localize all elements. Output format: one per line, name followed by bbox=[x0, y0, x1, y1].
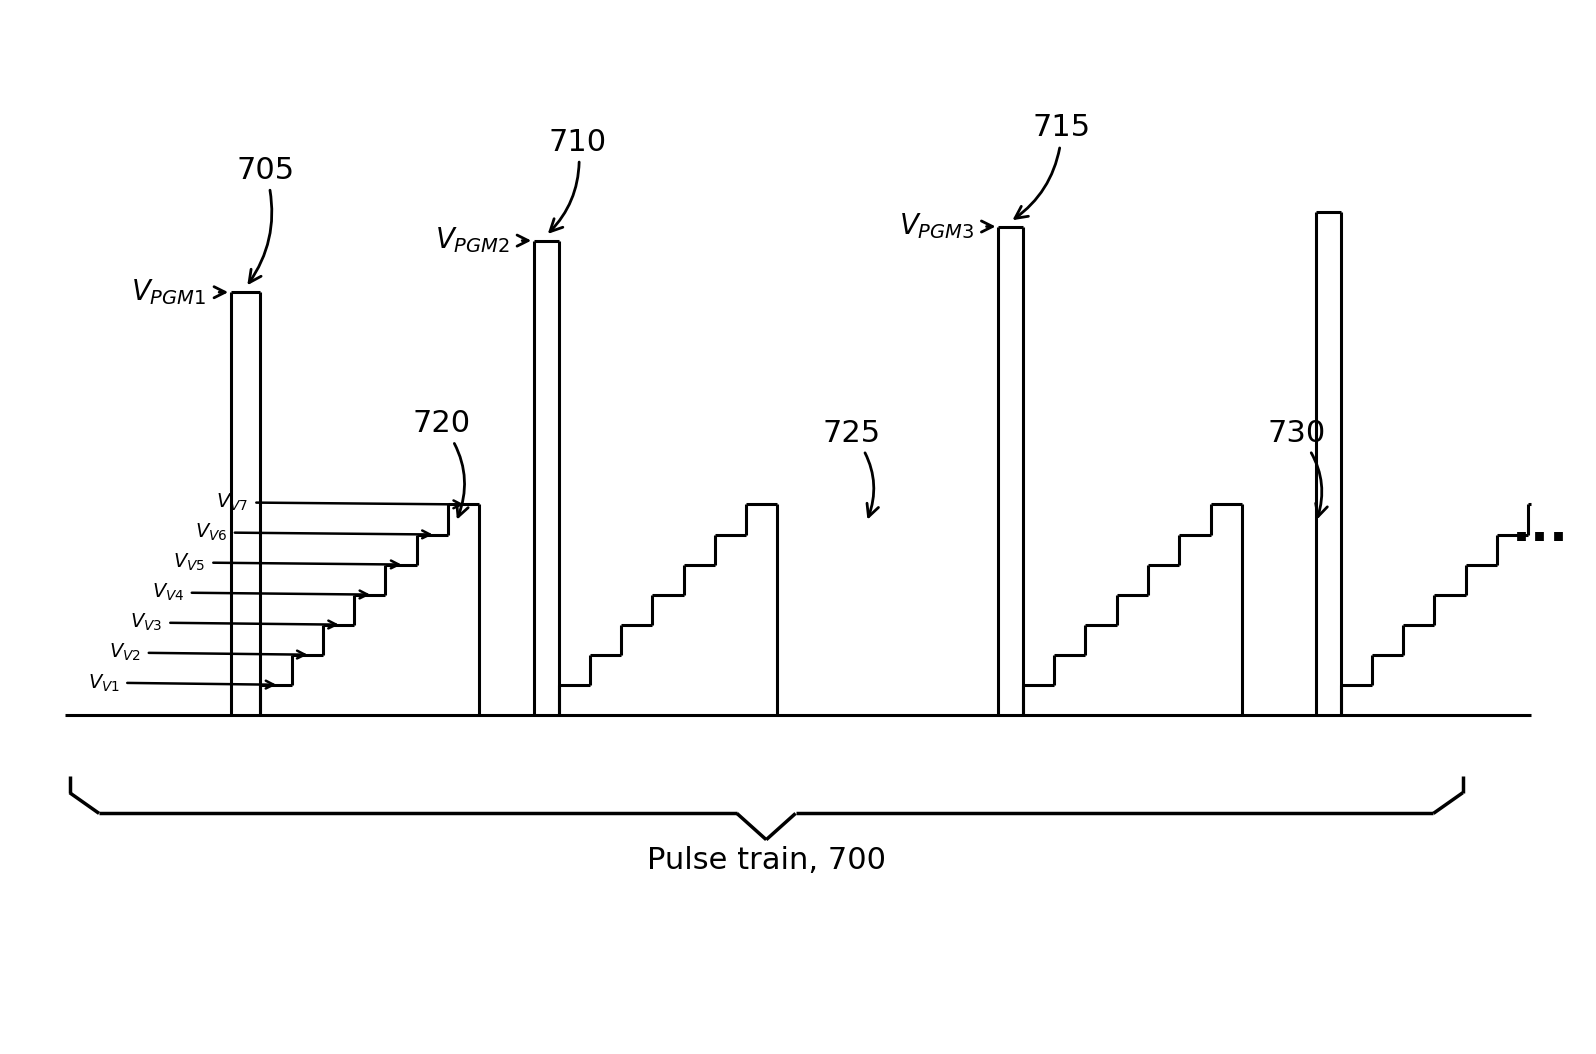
Text: $V_{V3}$: $V_{V3}$ bbox=[131, 612, 163, 633]
Text: $V_{V7}$: $V_{V7}$ bbox=[217, 492, 249, 513]
Text: $V_{PGM2}$: $V_{PGM2}$ bbox=[434, 226, 509, 255]
Text: $V_{PGM3}$: $V_{PGM3}$ bbox=[899, 212, 974, 241]
Text: 725: 725 bbox=[822, 418, 881, 516]
Text: $V_{V2}$: $V_{V2}$ bbox=[109, 642, 140, 663]
Text: 730: 730 bbox=[1267, 418, 1328, 516]
Text: ...: ... bbox=[1511, 503, 1569, 551]
Text: $V_{V6}$: $V_{V6}$ bbox=[195, 522, 227, 543]
Text: $V_{V5}$: $V_{V5}$ bbox=[174, 552, 206, 573]
Text: 705: 705 bbox=[236, 156, 294, 282]
Text: 715: 715 bbox=[1015, 114, 1092, 218]
Text: Pulse train, 700: Pulse train, 700 bbox=[646, 846, 886, 875]
Text: 720: 720 bbox=[412, 409, 471, 516]
Text: 710: 710 bbox=[549, 128, 606, 232]
Text: $V_{V4}$: $V_{V4}$ bbox=[152, 582, 184, 603]
Text: $V_{V1}$: $V_{V1}$ bbox=[88, 672, 120, 694]
Text: $V_{PGM1}$: $V_{PGM1}$ bbox=[131, 277, 206, 307]
